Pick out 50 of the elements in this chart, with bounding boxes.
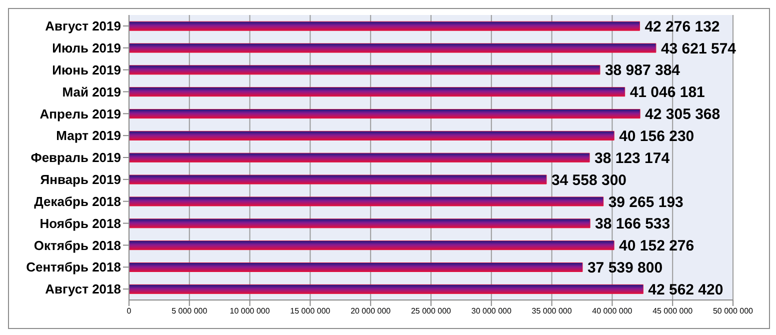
x-tick-label: 20 000 000	[350, 306, 392, 316]
bar	[129, 87, 626, 97]
bar	[129, 240, 614, 250]
data-label: 43 621 574	[660, 40, 737, 58]
x-tick-label: 25 000 000	[410, 306, 452, 316]
data-label: 38 123 174	[594, 150, 670, 167]
y-tick-label: Февраль 2019	[30, 150, 121, 166]
data-label: 42 276 132	[644, 18, 720, 36]
y-tick-label: Ноябрь 2018	[40, 216, 121, 231]
data-label: 37 539 800	[587, 260, 663, 277]
bar	[129, 218, 590, 228]
y-tick-label: Май 2019	[62, 84, 121, 100]
bar	[129, 196, 604, 206]
x-tick-label: 40 000 000	[592, 306, 633, 316]
x-tick-label: 0	[126, 306, 132, 316]
bar	[129, 262, 583, 272]
y-tick-label: Октябрь 2018	[34, 238, 121, 253]
x-tick-label: 35 000 000	[532, 306, 572, 316]
data-label: 34 558 300	[551, 172, 627, 189]
y-tick-label: Июнь 2019	[52, 62, 121, 78]
y-tick-label: Июль 2019	[52, 40, 121, 56]
data-label: 38 987 384	[604, 62, 681, 80]
data-label: 38 166 533	[595, 216, 670, 233]
bar	[129, 109, 640, 119]
y-tick-label: Сентябрь 2018	[26, 260, 121, 275]
y-tick-label: Апрель 2019	[40, 106, 121, 122]
data-label: 42 305 368	[645, 106, 720, 124]
bar	[129, 130, 614, 140]
data-label: 39 265 193	[608, 194, 684, 211]
bar	[129, 65, 600, 75]
y-tick-label: Март 2019	[56, 128, 121, 144]
bar	[129, 174, 547, 184]
y-tick-label: Декабрь 2018	[34, 194, 121, 209]
data-label: 40 152 276	[619, 238, 694, 255]
bar	[129, 152, 590, 162]
y-tick-label: Август 2019	[45, 18, 121, 34]
x-tick-label: 5 000 000	[172, 306, 208, 316]
y-tick-label: Январь 2019	[40, 172, 121, 188]
bar	[129, 43, 656, 53]
data-label: 40 156 230	[619, 128, 694, 146]
x-tick-label: 15 000 000	[290, 306, 331, 316]
bar	[129, 21, 640, 31]
y-tick-label: Август 2018	[45, 282, 121, 297]
x-tick-label: 50 000 000	[712, 306, 754, 316]
x-tick-label: 30 000 000	[471, 306, 512, 316]
bar	[129, 284, 644, 294]
x-tick-label: 45 000 000	[652, 306, 694, 316]
data-label: 42 562 420	[648, 281, 724, 298]
data-label: 41 046 181	[630, 84, 705, 102]
x-tick-label: 10 000 000	[230, 306, 270, 316]
